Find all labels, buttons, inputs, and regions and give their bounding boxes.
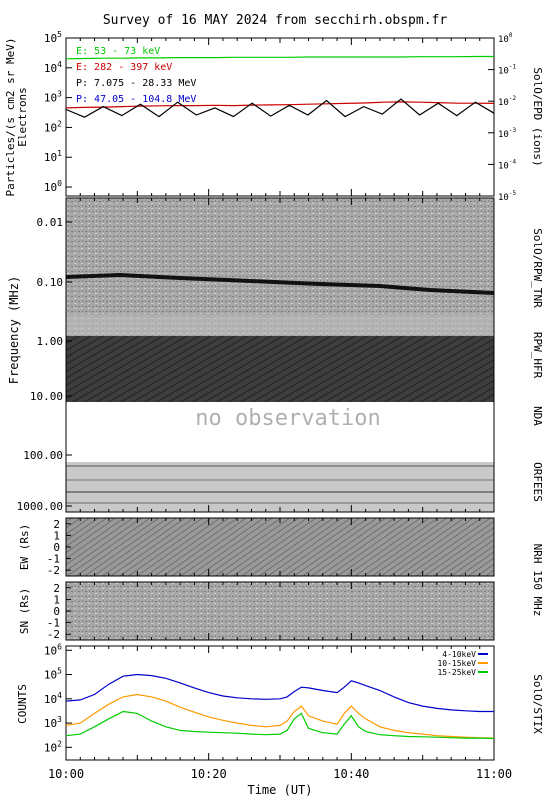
- nrh-ytick-label: 1: [53, 529, 60, 542]
- nda-blank-region: [66, 402, 494, 462]
- instrument-tnr-label: SolO/RPW_TNR: [531, 228, 544, 308]
- frequency-ytick-label: 1000.00: [17, 500, 63, 513]
- stix-series-line: [65, 710, 495, 740]
- particles-frame: [65, 37, 495, 197]
- stix-legend-entry: 10-15keV: [437, 659, 476, 668]
- nrh-ytick-label: 1: [53, 593, 60, 606]
- particles-panel: 100 101 102 103 104 105 10-5 10-4 10-3 10-2 10-1 10…: [4, 30, 544, 203]
- particles-lines: [65, 55, 495, 118]
- stix-series-line: [65, 673, 494, 713]
- particles-right-ytick-label: 10-2: [498, 95, 516, 108]
- frequency-ylabel: Frequency (MHz): [7, 276, 21, 384]
- no-observation-text: no observation: [195, 406, 380, 431]
- stix-frame: [65, 645, 495, 761]
- figure-title: Survey of 16 MAY 2024 from secchirh.obsp…: [103, 13, 448, 28]
- instrument-nda-label: NDA: [531, 406, 544, 426]
- frequency-ytick-label: 0.10: [37, 276, 64, 289]
- particles-legend-entry: P: 47.05 - 104.8 MeV: [76, 94, 196, 105]
- particles-legend-entry: E: 282 - 397 keV: [76, 62, 172, 73]
- stix-ytick-label: 104: [44, 691, 62, 706]
- instrument-epd-label: SolO/EPD (ions): [531, 67, 544, 166]
- particles-ytick-label: 105: [44, 30, 62, 45]
- time-tick-label: 10:20: [191, 767, 227, 781]
- particles-series-line: [65, 55, 494, 60]
- nrh-ytick-label: -2: [47, 628, 60, 641]
- time-tick-label: 10:00: [48, 767, 84, 781]
- particles-ytick-label: 100: [44, 179, 62, 194]
- particles-ytick-label: 101: [44, 149, 62, 164]
- time-axis-label: Time (UT): [247, 783, 312, 797]
- particles-legend: E: 53 - 73 keV E: 282 - 397 keV P: 7.075 -…: [76, 46, 196, 105]
- nrh-ytick-label: 2: [53, 518, 60, 531]
- particles-legend-entry: P: 7.075 - 28.33 MeV: [76, 78, 196, 89]
- time-tick-label: 11:00: [476, 767, 512, 781]
- particles-right-ytick-label: 10-5: [498, 190, 516, 203]
- frequency-ytick-label: 1.00: [37, 335, 64, 348]
- frequency-ytick-label: 10.00: [30, 390, 63, 403]
- stix-ylabel: COUNTS: [16, 684, 29, 724]
- nrh-ew-panel: 210-1-2 EW (Rs): [18, 517, 495, 577]
- spectrogram-ticks: 0.01 0.10 1.00 10.00 100.00 1000.00: [17, 216, 72, 513]
- nrh-ew-ylabel: EW (Rs): [18, 524, 31, 570]
- stix-ytick-label: 103: [44, 715, 62, 730]
- nrh-ew-ticks: 210-1-2: [47, 518, 71, 577]
- nrh-ew-image: [65, 517, 495, 577]
- particles-ytick-label: 102: [44, 119, 62, 134]
- stix-ticks: 102 103 104 105 106: [44, 642, 72, 754]
- stix-legend-entry: 4-10keV: [442, 650, 476, 659]
- particles-right-ytick-label: 10-4: [498, 158, 516, 171]
- particles-legend-entry: E: 53 - 73 keV: [76, 46, 160, 57]
- orfees-spectrogram: [66, 462, 494, 512]
- frequency-ytick-label: 100.00: [23, 449, 63, 462]
- tnr-spectrogram: [66, 198, 494, 338]
- tnr-emission-line: [65, 272, 495, 295]
- time-axis: 10:00 10:20 10:40 11:00: [48, 38, 512, 781]
- particles-ytick-label: 104: [44, 60, 62, 75]
- nrh-ytick-label: -2: [47, 564, 60, 577]
- instrument-hfr-label: RPW_HFR: [531, 332, 544, 379]
- stix-series-line: [65, 693, 495, 739]
- stix-ytick-label: 106: [44, 642, 62, 657]
- stix-lines: [65, 673, 495, 740]
- nrh-ytick-label: -1: [47, 617, 60, 630]
- nrh-ytick-label: -1: [47, 553, 60, 566]
- particles-right-ytick-label: 10-1: [498, 64, 516, 77]
- nrh-sn-ticks: 210-1-2: [47, 582, 71, 641]
- stix-legend-entry: 15-25keV: [437, 668, 476, 677]
- time-tick-label: 10:40: [333, 767, 369, 781]
- tnr-lower-band: [66, 315, 494, 335]
- particles-series-line: [65, 98, 495, 118]
- particles-ylabel2: Electrons: [16, 87, 29, 147]
- radio-spectrogram-panel: no observation 0.01 0.10 1.00 10.00 100.00 10…: [7, 197, 544, 513]
- particles-right-ytick-label: 100: [498, 32, 513, 45]
- nrh-ytick-label: 0: [53, 605, 60, 618]
- particles-ylabel: Particles/(s cm2 sr MeV): [4, 38, 17, 197]
- nrh-sn-image: [65, 581, 495, 641]
- instrument-orfees-label: ORFEES: [531, 462, 544, 502]
- frequency-ytick-label: 0.01: [37, 216, 64, 229]
- instrument-nrh-label: NRH 150 MHz: [531, 544, 544, 617]
- particles-right-ytick-label: 10-3: [498, 127, 516, 140]
- instrument-stix-label: SolO/STIX: [531, 674, 544, 734]
- nrh-ytick-label: 2: [53, 582, 60, 595]
- stix-ytick-label: 105: [44, 667, 62, 682]
- hfr-spectrogram: [66, 336, 494, 402]
- nrh-ytick-label: 0: [53, 541, 60, 554]
- particles-ytick-label: 103: [44, 90, 62, 105]
- nrh-sn-ylabel: SN (Rs): [18, 588, 31, 634]
- particles-ticks: 100 101 102 103 104 105 10-5 10-4 10-3 10-2 10-1 10…: [44, 30, 517, 203]
- stix-ytick-label: 102: [44, 739, 62, 754]
